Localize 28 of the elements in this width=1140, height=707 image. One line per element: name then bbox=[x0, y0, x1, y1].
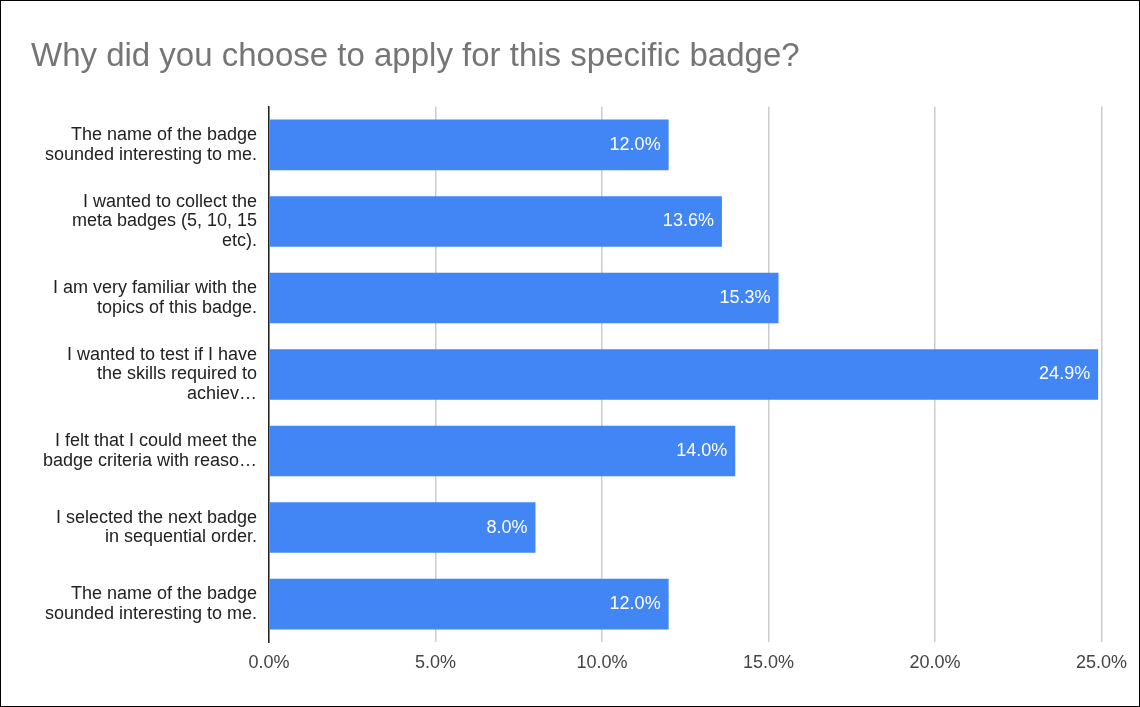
y-tick-label: I selected the next badge in sequential order. bbox=[55, 506, 258, 547]
bar bbox=[269, 425, 736, 477]
bar bbox=[269, 196, 722, 247]
x-tick-label: 5.0% bbox=[415, 652, 457, 673]
bar bbox=[269, 349, 1099, 400]
x-tick-label: 25.0% bbox=[1075, 652, 1127, 673]
y-tick-label: I am very familiar with the topics of this badge. bbox=[53, 277, 258, 317]
data-label: 15.3% bbox=[719, 286, 771, 307]
x-tick-label: 10.0% bbox=[576, 652, 628, 673]
y-tick-label: I wanted to test if I have the skills required to achiev… bbox=[66, 343, 258, 404]
x-tick-label: 0.0% bbox=[248, 652, 290, 673]
data-label: 8.0% bbox=[486, 516, 528, 537]
y-tick-label: I wanted to collect the meta badges (5, 10, 15 etc). bbox=[71, 190, 258, 251]
data-label: 12.0% bbox=[609, 133, 661, 154]
bar bbox=[269, 578, 669, 630]
chart-title: Why did you choose to apply for this specific badge? bbox=[31, 35, 800, 73]
data-label: 12.0% bbox=[609, 593, 661, 614]
y-tick-label: The name of the badge sounded interesting to me. bbox=[44, 583, 258, 623]
data-label: 13.6% bbox=[662, 210, 714, 231]
bar bbox=[269, 272, 779, 324]
data-label: 14.0% bbox=[676, 440, 728, 461]
y-tick-label: I felt that I could meet the badge criteria with reaso… bbox=[42, 430, 258, 470]
bar bbox=[269, 502, 536, 553]
x-tick-label: 15.0% bbox=[743, 652, 795, 673]
data-label: 24.9% bbox=[1039, 363, 1091, 384]
bar bbox=[269, 119, 669, 171]
y-tick-label: The name of the badge sounded interesting to me. bbox=[44, 123, 258, 164]
x-tick-label: 20.0% bbox=[909, 652, 961, 673]
